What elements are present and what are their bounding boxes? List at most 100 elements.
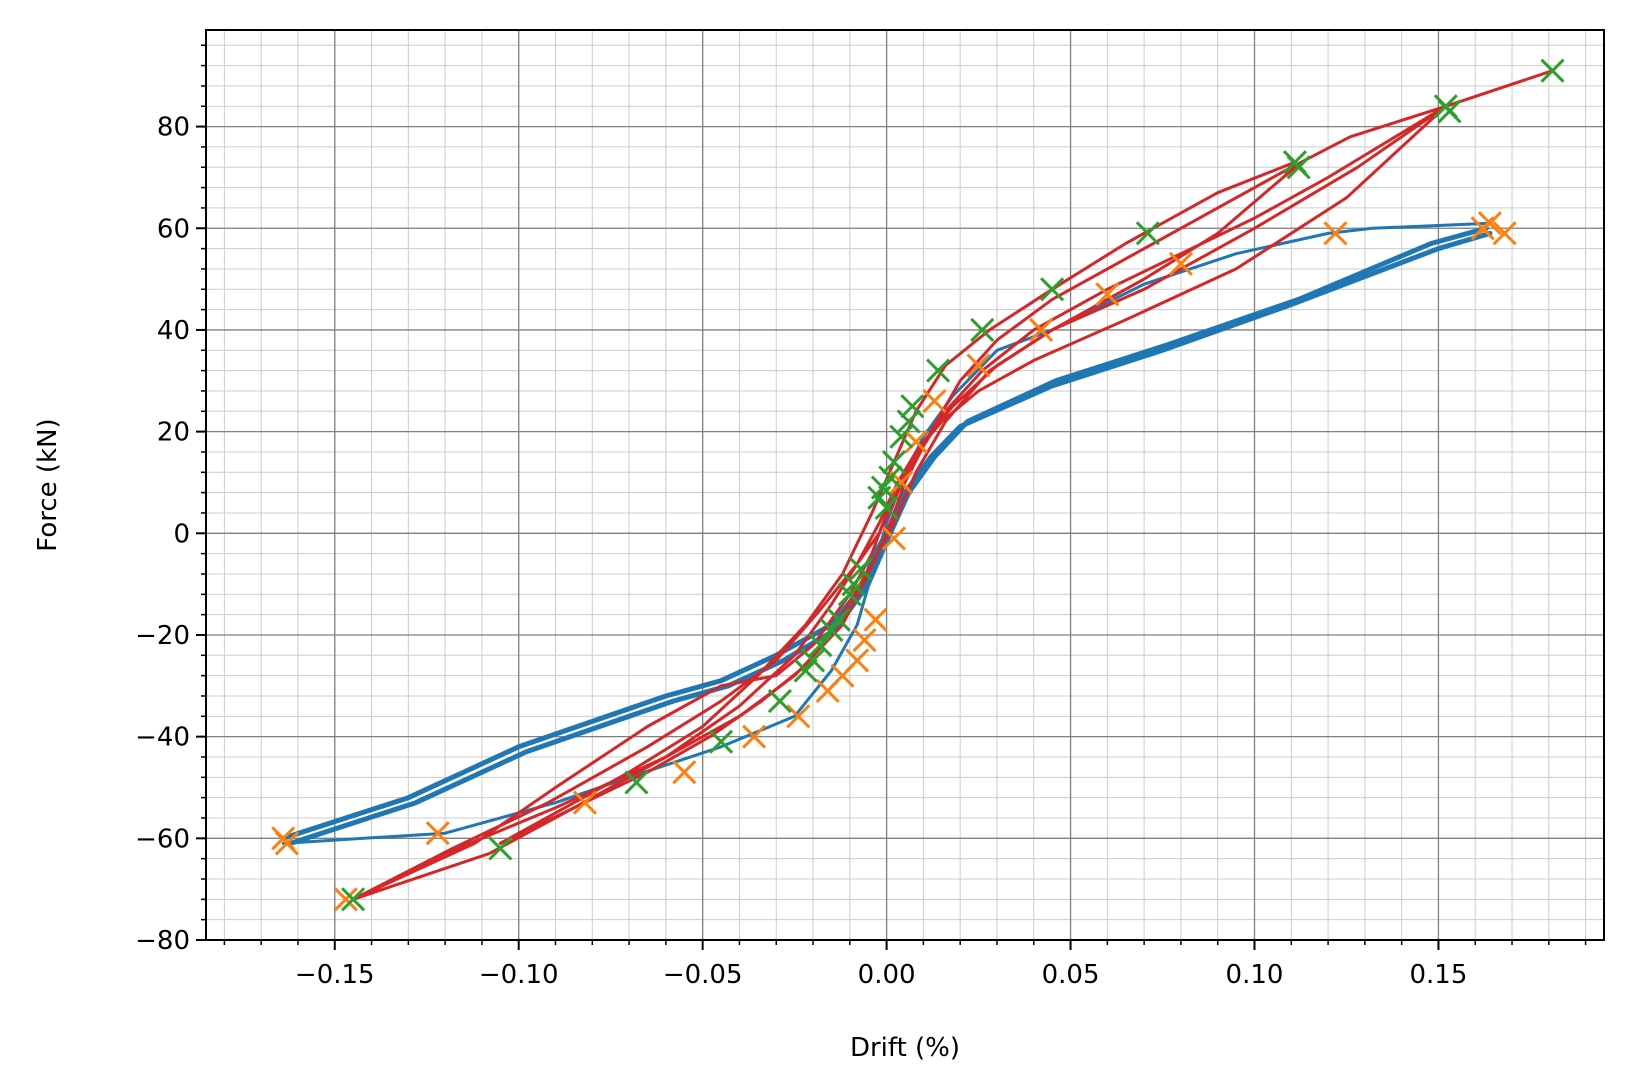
marker-stroke — [1168, 251, 1193, 276]
marker-stroke — [903, 429, 929, 454]
marker-stroke — [793, 658, 818, 683]
orange-x-marker — [425, 821, 450, 846]
series-red-hysteresis-4 — [351, 104, 1448, 901]
orange-x-marker — [1323, 221, 1348, 246]
y-tick-label: −40 — [135, 723, 190, 753]
green-x-marker — [848, 556, 873, 581]
marker-stroke — [767, 689, 792, 714]
orange-x-marker — [742, 724, 767, 749]
x-axis-label: Drift (%) — [850, 1033, 960, 1063]
y-tick-label: −60 — [135, 824, 190, 854]
plot-markers — [271, 58, 1565, 912]
green-x-marker — [1286, 155, 1311, 180]
marker-stroke — [1135, 221, 1160, 246]
marker-stroke — [863, 607, 888, 632]
marker-stroke — [889, 470, 914, 495]
orange-x-marker — [881, 526, 907, 551]
green-x-marker — [1437, 99, 1462, 124]
orange-x-marker — [863, 607, 888, 632]
orange-x-marker — [1168, 251, 1193, 276]
green-x-marker — [708, 729, 734, 754]
marker-stroke — [341, 887, 366, 912]
y-tick-label: 20 — [157, 418, 190, 448]
marker-stroke — [1029, 317, 1054, 343]
orange-x-marker — [672, 760, 697, 785]
y-tick-label: 60 — [157, 214, 190, 244]
marker-stroke — [815, 678, 840, 703]
marker-stroke — [852, 627, 877, 653]
green-x-marker — [1040, 277, 1065, 302]
marker-stroke — [966, 353, 991, 378]
orange-x-marker — [852, 627, 877, 653]
green-x-marker — [970, 317, 995, 343]
green-x-marker — [808, 633, 833, 658]
x-tick-label: 0.10 — [1226, 960, 1284, 990]
marker-stroke — [1470, 216, 1495, 241]
orange-x-marker — [966, 353, 991, 378]
green-x-marker — [826, 607, 851, 632]
orange-x-marker — [815, 678, 840, 703]
marker-stroke — [274, 831, 299, 856]
marker-stroke — [333, 887, 358, 912]
marker-stroke — [742, 724, 767, 749]
y-axis-label: Force (kN) — [33, 418, 63, 551]
green-x-marker — [793, 658, 818, 683]
green-x-marker — [767, 689, 792, 714]
marker-stroke — [867, 485, 892, 510]
marker-stroke — [926, 358, 951, 383]
marker-stroke — [1492, 221, 1517, 246]
green-x-marker — [926, 358, 951, 383]
marker-stroke — [1477, 211, 1503, 236]
marker-stroke — [878, 465, 903, 490]
green-x-marker — [341, 887, 366, 912]
marker-stroke — [922, 389, 947, 414]
green-x-marker — [881, 450, 907, 475]
x-axis-ticks: −0.15 −0.10 −0.05 0.00 0.05 0.10 0.15 — [223, 940, 1587, 990]
x-tick-label: −0.15 — [295, 960, 375, 990]
green-x-marker — [837, 582, 862, 607]
green-x-marker — [900, 394, 925, 419]
marker-stroke — [819, 617, 844, 642]
x-tick-label: −0.05 — [663, 960, 743, 990]
marker-stroke — [1040, 277, 1065, 302]
orange-x-marker — [1095, 282, 1120, 307]
marker-stroke — [488, 836, 513, 861]
marker-stroke — [881, 450, 907, 475]
plot-frame — [205, 29, 1605, 941]
y-tick-label: 40 — [157, 316, 190, 346]
marker-stroke — [708, 729, 734, 754]
marker-stroke — [1095, 282, 1120, 307]
green-x-marker — [1540, 58, 1565, 83]
green-x-marker — [819, 617, 844, 642]
marker-stroke — [848, 556, 873, 581]
orange-x-marker — [922, 389, 947, 414]
series-blue-hysteresis-upper-2 — [288, 225, 1489, 846]
green-x-marker — [889, 424, 914, 449]
green-x-marker — [1135, 221, 1160, 246]
orange-x-marker — [274, 831, 299, 856]
x-tick-label: 0.00 — [858, 960, 916, 990]
marker-stroke — [874, 495, 899, 520]
marker-stroke — [1540, 58, 1565, 83]
green-x-marker — [878, 465, 903, 490]
green-x-marker — [867, 485, 892, 510]
marker-stroke — [1323, 221, 1348, 246]
orange-x-marker — [1029, 317, 1054, 343]
marker-stroke — [624, 770, 649, 795]
green-x-marker — [896, 409, 921, 434]
green-x-marker — [624, 770, 649, 795]
orange-x-marker — [786, 704, 811, 729]
orange-x-marker — [333, 887, 358, 912]
marker-stroke — [900, 394, 925, 419]
orange-x-marker — [572, 790, 597, 815]
series-red-hysteresis-3 — [351, 104, 1448, 901]
marker-stroke — [896, 409, 921, 434]
orange-x-marker — [1477, 211, 1503, 236]
y-tick-label: −80 — [135, 926, 190, 956]
marker-stroke — [425, 821, 450, 846]
marker-stroke — [837, 582, 862, 607]
marker-stroke — [800, 648, 826, 673]
y-tick-label: −20 — [135, 621, 190, 651]
